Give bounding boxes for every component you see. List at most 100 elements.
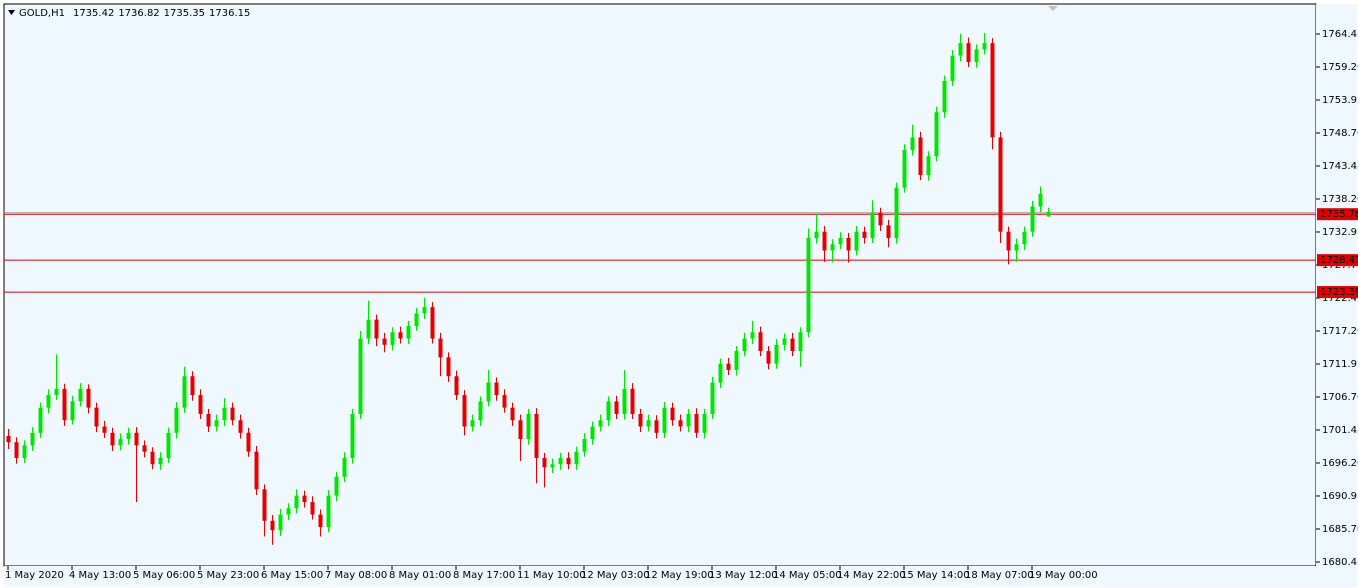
- candle-body: [6, 435, 11, 443]
- y-tick-label: 1732.95: [1322, 227, 1358, 238]
- candle-body: [526, 413, 531, 440]
- x-tick-label: 5 May 06:00: [133, 570, 195, 581]
- candle-body: [62, 388, 67, 421]
- x-tick-label: 12 May 19:00: [645, 570, 714, 581]
- candle-body: [110, 432, 115, 446]
- candle-body: [174, 407, 179, 433]
- candle-body: [278, 514, 283, 531]
- candle-body: [590, 426, 595, 440]
- candle-body: [406, 325, 411, 339]
- candle-body: [126, 432, 131, 440]
- candle-body: [846, 237, 851, 251]
- candle-body: [30, 432, 35, 446]
- y-tick-label: 1680.45: [1322, 557, 1358, 568]
- y-tick-label: 1711.95: [1322, 359, 1358, 370]
- candle-body: [422, 307, 427, 314]
- candle-body: [470, 420, 475, 427]
- candle-body: [686, 413, 691, 427]
- candle-body: [182, 376, 187, 408]
- candle-body: [1030, 206, 1035, 232]
- candle-body: [566, 457, 571, 465]
- candle-body: [702, 413, 707, 433]
- candle-body: [614, 401, 619, 414]
- symbol: GOLD,H1: [19, 8, 65, 19]
- level-label: 1723.39: [1320, 287, 1358, 298]
- menu-arrow: [8, 10, 15, 15]
- candle-body: [22, 445, 27, 458]
- level-tag: [1317, 254, 1358, 267]
- candle-body: [814, 231, 819, 238]
- candle-body: [854, 231, 859, 251]
- time-axis: [4, 566, 1357, 587]
- candle-body: [94, 407, 99, 427]
- candle-body: [982, 43, 987, 50]
- candle-body: [238, 420, 243, 433]
- candle-body: [902, 149, 907, 188]
- candle-body: [166, 432, 171, 458]
- candle-body: [190, 376, 195, 396]
- candle-body: [974, 49, 979, 62]
- candle-body: [646, 420, 651, 427]
- candle-body: [622, 388, 627, 414]
- x-tick-label: 14 May 22:00: [837, 570, 906, 581]
- candle-body: [782, 338, 787, 345]
- candle-body: [734, 351, 739, 370]
- y-tick-label: 1748.70: [1322, 128, 1358, 139]
- candle-body: [870, 212, 875, 238]
- candle-body: [878, 212, 883, 226]
- candle-body: [934, 112, 939, 157]
- candle-body: [14, 442, 19, 458]
- x-tick-label: 7 May 08:00: [325, 570, 387, 581]
- candle-body: [830, 244, 835, 251]
- candle-body: [134, 432, 139, 446]
- candle-body: [214, 420, 219, 427]
- candle-body: [286, 508, 291, 515]
- x-tick-label: 4 May 13:00: [69, 570, 131, 581]
- y-tick-label: 1722.45: [1322, 293, 1358, 304]
- x-tick-label: 8 May 01:00: [389, 570, 451, 581]
- candle-body: [806, 237, 811, 333]
- candle-body: [582, 439, 587, 452]
- candle-body: [70, 401, 75, 421]
- plot-area: [3, 3, 1317, 567]
- candle-body: [630, 388, 635, 414]
- candle-body: [462, 395, 467, 427]
- candle-body: [302, 495, 307, 502]
- candle-body: [654, 420, 659, 433]
- candle-body: [1046, 211, 1051, 217]
- x-tick-label: 1 May 2020: [5, 570, 64, 581]
- candle-body: [678, 420, 683, 427]
- candle-body: [350, 413, 355, 458]
- candle-body: [358, 338, 363, 414]
- chart-header: GOLD,H1 1735.42 1736.82 1735.35 1736.15: [19, 8, 250, 19]
- candle-body: [334, 476, 339, 496]
- candle-body: [318, 514, 323, 528]
- candle-body: [694, 413, 699, 433]
- level-label: 1735.78: [1320, 209, 1358, 220]
- candle-body: [838, 237, 843, 245]
- candle-body: [486, 382, 491, 402]
- candle-body: [926, 156, 931, 176]
- candle-body: [502, 395, 507, 408]
- candle-body: [598, 420, 603, 427]
- candle-body: [910, 137, 915, 150]
- close-value: 1736.15: [209, 8, 250, 19]
- candle-body: [750, 332, 755, 339]
- candle-body: [262, 489, 267, 521]
- candle-body: [398, 332, 403, 339]
- candle-body: [550, 464, 555, 468]
- candle-body: [950, 55, 955, 81]
- candle-body: [862, 231, 867, 238]
- candle-body: [542, 457, 547, 468]
- price-axis: [1316, 4, 1357, 566]
- candle-body: [54, 388, 59, 396]
- candle-body: [270, 520, 275, 531]
- candle-body: [326, 495, 331, 528]
- candle-body: [222, 407, 227, 421]
- candle-body: [710, 382, 715, 414]
- x-tick-label: 18 May 07:00: [965, 570, 1034, 581]
- candle-body: [774, 344, 779, 364]
- candle-body: [1022, 231, 1027, 245]
- x-tick-label: 13 May 12:00: [709, 570, 778, 581]
